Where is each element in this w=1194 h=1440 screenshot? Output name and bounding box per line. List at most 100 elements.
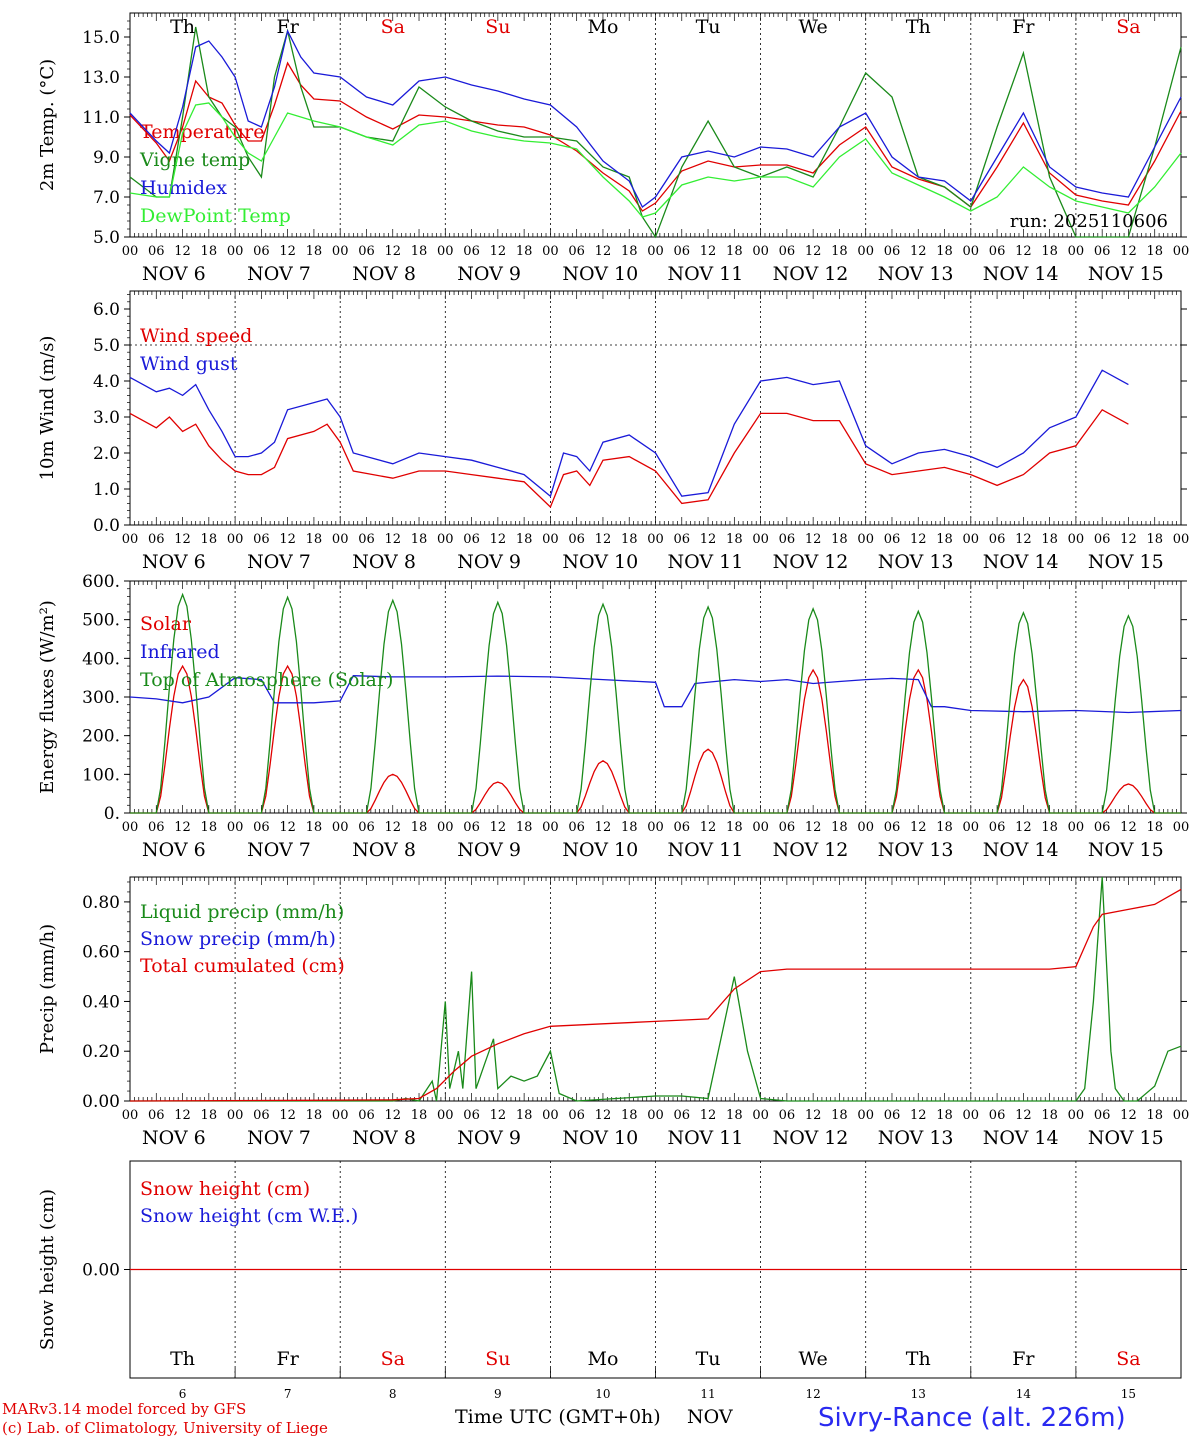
hour-tick-label: 06 bbox=[884, 532, 901, 547]
date-label: NOV 14 bbox=[983, 1127, 1059, 1149]
hour-tick-label: 18 bbox=[1146, 820, 1163, 835]
hour-tick-label: 06 bbox=[884, 1108, 901, 1123]
hour-tick-label: 00 bbox=[332, 1108, 349, 1123]
date-label: NOV 12 bbox=[773, 1127, 849, 1149]
hour-tick-label: 06 bbox=[148, 532, 165, 547]
date-label: NOV 11 bbox=[668, 1127, 744, 1149]
hour-tick-label: 12 bbox=[700, 820, 717, 835]
hour-tick-label: 00 bbox=[647, 1108, 664, 1123]
series-line-wind-gust bbox=[129, 369, 1129, 498]
hour-tick-label: 06 bbox=[779, 244, 796, 259]
hour-tick-label: 18 bbox=[621, 244, 638, 259]
hour-tick-label: 12 bbox=[1015, 244, 1032, 259]
hour-tick-label: 18 bbox=[516, 532, 533, 547]
hour-tick-label: 12 bbox=[700, 1108, 717, 1123]
hour-tick-label: 12 bbox=[595, 532, 612, 547]
date-label: NOV 11 bbox=[668, 551, 744, 573]
hour-tick-label: 12 bbox=[490, 820, 507, 835]
hour-tick-label: 18 bbox=[831, 820, 848, 835]
hour-tick-label: 00 bbox=[963, 532, 980, 547]
hour-tick-label: 18 bbox=[306, 820, 323, 835]
hour-tick-label: 18 bbox=[726, 532, 743, 547]
weekday-label-bottom: We bbox=[799, 1348, 828, 1370]
date-label: NOV 10 bbox=[562, 839, 638, 861]
hour-tick-label: 18 bbox=[516, 1108, 533, 1123]
hour-tick-label: 12 bbox=[1120, 820, 1137, 835]
y-tick-label: 0.00 bbox=[82, 1261, 120, 1281]
hour-tick-label: 00 bbox=[1173, 820, 1190, 835]
weekday-label-top: We bbox=[799, 16, 828, 38]
y-tick-label: 200. bbox=[82, 727, 120, 747]
hour-tick-label: 18 bbox=[831, 244, 848, 259]
day-number-label: 11 bbox=[700, 1387, 715, 1401]
y-tick-label: 300. bbox=[82, 688, 120, 708]
y-tick-label: 5.0 bbox=[93, 336, 120, 356]
hour-tick-label: 12 bbox=[910, 820, 927, 835]
date-label: NOV 7 bbox=[247, 551, 311, 573]
hour-tick-label: 12 bbox=[1120, 1108, 1137, 1123]
hour-tick-label: 00 bbox=[227, 532, 244, 547]
hour-tick-label: 18 bbox=[411, 820, 428, 835]
weekday-label-top: Fr bbox=[277, 16, 300, 38]
hour-tick-label: 12 bbox=[1015, 820, 1032, 835]
series-line-top-of-atmosphere-solar- bbox=[130, 592, 1181, 814]
x-axis-title: Time UTC (GMT+0h) bbox=[455, 1406, 661, 1428]
hour-tick-label: 00 bbox=[437, 1108, 454, 1123]
panel-wind: 0.0 1.0 2.0 3.0 4.0 5.0 6.0 10m Wind (m/s) Wind … bbox=[37, 290, 1189, 573]
hour-tick-label: 18 bbox=[1146, 532, 1163, 547]
y-tick-label: 0.00 bbox=[82, 1092, 120, 1112]
hour-tick-label: 06 bbox=[568, 244, 585, 259]
panel-energy: 0. 100. 200. 300. 400. 500. 600. Energy fluxes … bbox=[37, 572, 1189, 861]
hour-tick-label: 18 bbox=[411, 244, 428, 259]
date-label: NOV 6 bbox=[142, 263, 206, 285]
panel-snow: 0.00 Snow height (cm) Snow height (cm) Snow… bbox=[37, 1160, 1187, 1379]
hour-tick-label: 00 bbox=[857, 532, 874, 547]
hour-tick-label: 18 bbox=[411, 532, 428, 547]
hour-tick-label: 18 bbox=[726, 244, 743, 259]
weekday-label-bottom: Th bbox=[170, 1348, 195, 1370]
weekday-label-top: Th bbox=[170, 16, 195, 38]
date-label: NOV 13 bbox=[878, 551, 954, 573]
hour-tick-label: 00 bbox=[122, 532, 139, 547]
hour-tick-label: 00 bbox=[542, 244, 559, 259]
date-label: NOV 11 bbox=[668, 839, 744, 861]
date-label: NOV 12 bbox=[773, 263, 849, 285]
station-name: Sivry-Rance (alt. 226m) bbox=[818, 1403, 1126, 1433]
credit-line-1: MARv3.14 model forced by GFS bbox=[2, 1400, 247, 1418]
hour-tick-label: 06 bbox=[568, 1108, 585, 1123]
hour-tick-label: 18 bbox=[831, 532, 848, 547]
weekday-label-bottom: Sa bbox=[381, 1348, 405, 1370]
hour-tick-label: 06 bbox=[148, 1108, 165, 1123]
hour-tick-label: 06 bbox=[358, 1108, 375, 1123]
hour-tick-label: 12 bbox=[1015, 532, 1032, 547]
hour-tick-label: 12 bbox=[1120, 244, 1137, 259]
panel-temp: 5.0 7.0 9.0 11.0 13.0 15.0 2m Temp. (°C) Temper… bbox=[37, 12, 1189, 285]
hour-tick-label: 06 bbox=[674, 532, 691, 547]
legend-entry: Snow height (cm) bbox=[140, 1178, 310, 1200]
hour-tick-label: 18 bbox=[936, 1108, 953, 1123]
hour-tick-label: 12 bbox=[595, 244, 612, 259]
hour-tick-label: 12 bbox=[279, 820, 296, 835]
y-tick-label: 100. bbox=[82, 765, 120, 785]
date-label: NOV 15 bbox=[1088, 1127, 1164, 1149]
hour-tick-label: 12 bbox=[384, 1108, 401, 1123]
date-label: NOV 14 bbox=[983, 551, 1059, 573]
hour-tick-label: 06 bbox=[463, 244, 480, 259]
hour-tick-label: 06 bbox=[148, 244, 165, 259]
hour-tick-label: 06 bbox=[358, 244, 375, 259]
date-label: NOV 9 bbox=[457, 551, 521, 573]
hour-tick-label: 18 bbox=[621, 1108, 638, 1123]
hour-tick-label: 12 bbox=[700, 532, 717, 547]
date-label: NOV 8 bbox=[352, 263, 416, 285]
panel-precip: 0.00 0.20 0.40 0.60 0.80 Precip (mm/h) Liquid … bbox=[37, 876, 1189, 1149]
y-tick-label: 3.0 bbox=[93, 408, 120, 428]
series-line-dewpoint-temp bbox=[129, 102, 1182, 218]
y-tick-label: 13.0 bbox=[82, 68, 120, 88]
day-number-label: 10 bbox=[595, 1387, 610, 1401]
hour-tick-label: 00 bbox=[752, 532, 769, 547]
hour-tick-label: 18 bbox=[201, 244, 218, 259]
hour-tick-label: 18 bbox=[516, 244, 533, 259]
hour-tick-label: 00 bbox=[1068, 1108, 1085, 1123]
hour-tick-label: 00 bbox=[122, 244, 139, 259]
hour-tick-label: 18 bbox=[726, 820, 743, 835]
